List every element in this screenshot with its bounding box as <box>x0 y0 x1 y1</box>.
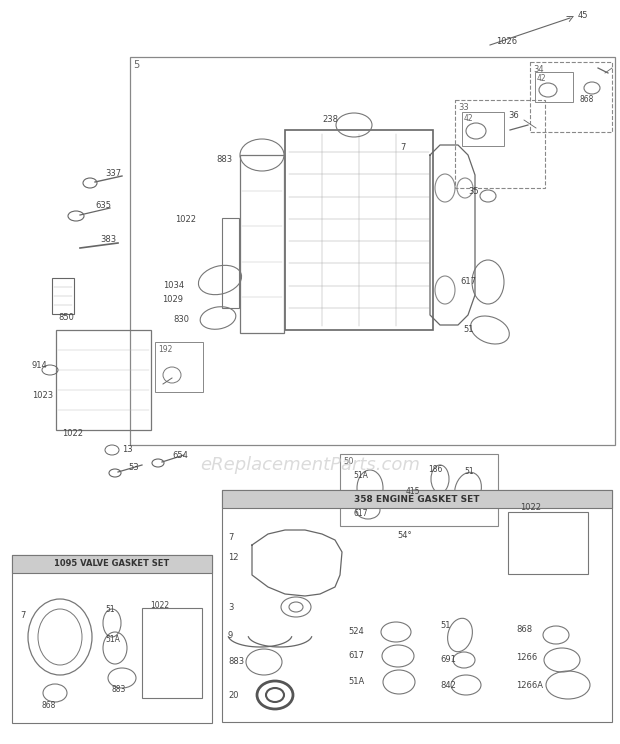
Text: 3: 3 <box>228 603 233 612</box>
Text: 54°: 54° <box>397 530 412 539</box>
Bar <box>222 490 612 722</box>
Text: 238: 238 <box>322 115 338 124</box>
Text: 868: 868 <box>516 626 532 635</box>
Text: 33: 33 <box>458 103 469 112</box>
Bar <box>142 608 202 698</box>
Bar <box>155 342 203 392</box>
Text: 50: 50 <box>343 457 353 466</box>
Text: 337: 337 <box>105 168 121 178</box>
Text: 1022: 1022 <box>175 216 196 225</box>
Text: 186: 186 <box>428 466 443 475</box>
Text: 7: 7 <box>228 533 233 542</box>
Text: 654: 654 <box>172 451 188 460</box>
Text: 12: 12 <box>228 554 239 562</box>
Text: 36: 36 <box>508 112 519 121</box>
Text: 883: 883 <box>216 155 232 164</box>
Text: 383: 383 <box>100 236 116 245</box>
Text: 830: 830 <box>173 315 189 324</box>
Text: 635: 635 <box>95 200 111 210</box>
Bar <box>240 155 284 333</box>
Text: 1022: 1022 <box>150 601 169 611</box>
Text: 5: 5 <box>133 60 140 70</box>
Text: 7: 7 <box>400 144 405 153</box>
Text: 524: 524 <box>348 627 364 637</box>
Text: eReplacementParts.com: eReplacementParts.com <box>200 456 420 474</box>
Text: 1095 VALVE GASKET SET: 1095 VALVE GASKET SET <box>55 559 170 568</box>
Text: 51A: 51A <box>353 470 368 479</box>
Text: 45: 45 <box>578 11 588 21</box>
Text: 51: 51 <box>105 606 115 615</box>
Bar <box>455 100 545 188</box>
Bar <box>222 218 239 308</box>
Text: 34: 34 <box>533 65 544 74</box>
Text: 1266: 1266 <box>516 653 538 662</box>
Bar <box>130 57 615 445</box>
Bar <box>52 278 74 314</box>
Bar <box>285 130 433 330</box>
Text: 358 ENGINE GASKET SET: 358 ENGINE GASKET SET <box>354 495 480 504</box>
Bar <box>222 490 612 508</box>
Text: 1023: 1023 <box>32 391 53 400</box>
Bar <box>12 555 212 573</box>
Text: 51A: 51A <box>348 678 365 687</box>
Text: 1266A: 1266A <box>516 681 543 690</box>
Text: 53: 53 <box>128 464 139 472</box>
Text: 842: 842 <box>440 681 456 690</box>
Text: 51: 51 <box>463 326 474 335</box>
Text: 13: 13 <box>122 446 133 455</box>
Text: 9: 9 <box>228 630 233 640</box>
Text: 868: 868 <box>580 95 595 104</box>
Text: 51: 51 <box>440 620 451 629</box>
Text: 883: 883 <box>228 658 244 667</box>
Text: 51: 51 <box>464 467 474 476</box>
Text: 914: 914 <box>32 361 48 370</box>
Text: 51A: 51A <box>105 635 120 644</box>
Text: 42: 42 <box>537 74 547 83</box>
Text: 617: 617 <box>348 652 364 661</box>
Text: 7: 7 <box>20 611 25 620</box>
Text: 42: 42 <box>464 114 474 123</box>
Text: 1022: 1022 <box>62 429 83 438</box>
Bar <box>535 72 573 102</box>
Bar <box>462 112 504 146</box>
Text: 1022: 1022 <box>520 504 541 513</box>
Text: 1026: 1026 <box>496 37 517 46</box>
Text: 691: 691 <box>440 655 456 664</box>
Bar <box>340 454 498 526</box>
Bar <box>56 330 151 430</box>
Text: 883: 883 <box>112 685 126 694</box>
Bar <box>530 62 612 132</box>
Text: 617: 617 <box>460 278 476 286</box>
Text: 1034: 1034 <box>163 280 184 289</box>
Text: 850: 850 <box>58 313 74 322</box>
Bar <box>508 512 588 574</box>
Text: 20: 20 <box>228 690 239 699</box>
Text: 35: 35 <box>468 187 479 196</box>
Text: 192: 192 <box>158 345 172 354</box>
Bar <box>12 555 212 723</box>
Text: 868: 868 <box>42 702 56 711</box>
Text: 415: 415 <box>406 487 420 496</box>
Text: 1029: 1029 <box>162 295 183 304</box>
Text: 617: 617 <box>353 510 368 519</box>
